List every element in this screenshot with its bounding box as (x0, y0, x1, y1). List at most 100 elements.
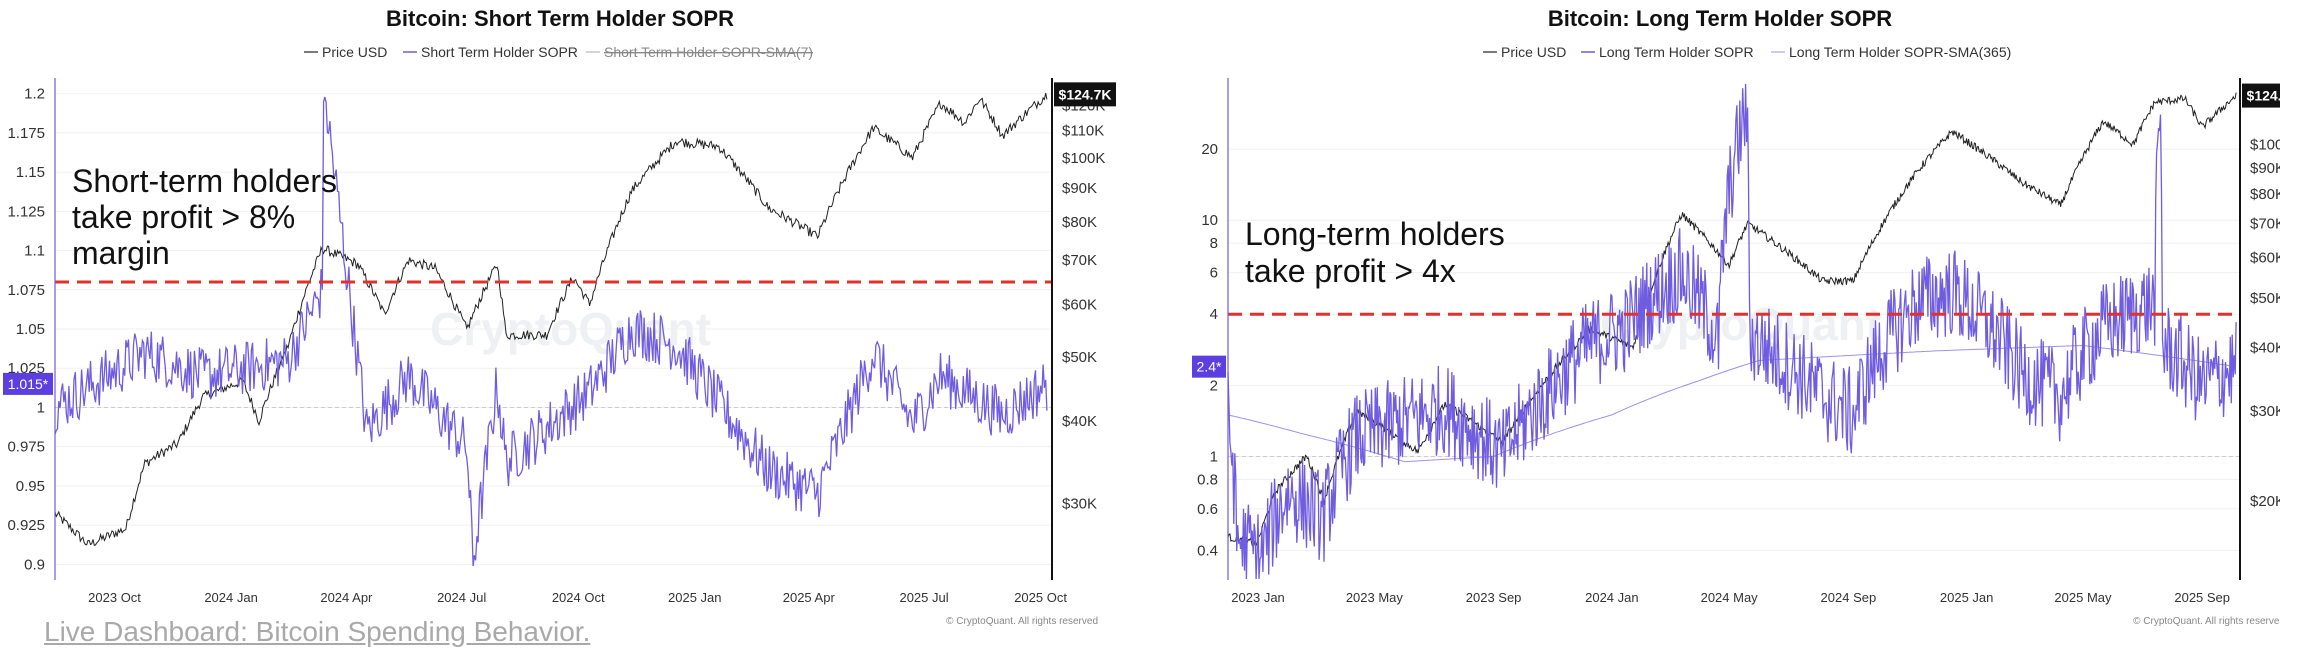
y-right-tick-label: $100K (2250, 136, 2280, 153)
copyright: © CryptoQuant. All rights reserved (2133, 616, 2280, 627)
x-tick-label: 2025 Oct (1014, 590, 1067, 605)
y-right-tick-label: $40K (2250, 339, 2280, 356)
x-tick-label: 2025 Jan (1940, 590, 1994, 605)
y-tick-label: 4 (1210, 306, 1218, 323)
price-usd-line (1227, 92, 2237, 547)
y-right-tick-label: $80K (2250, 186, 2280, 203)
y-tick-label: 1.175 (7, 125, 45, 142)
sopr-line (1227, 83, 2237, 580)
sth-sopr-chart: Price USD Short Term Holder SOPR Short T… (3, 44, 1116, 627)
right-axis: $100K $90K $80K $70K $60K $50K $40K $30K $20K (2250, 136, 2293, 510)
y-tick-label: 1 (1210, 448, 1218, 465)
series-group (54, 93, 1048, 567)
y-right-tick-label: $50K (2250, 290, 2280, 307)
lth-sopr-panel: Bitcoin: Long Term Holder SOPR Price USD… (1160, 0, 2304, 640)
x-tick-label: 2025 Jan (668, 590, 722, 605)
watermark: CryptoQuant (430, 303, 711, 355)
x-tick-label: 2023 Jan (1231, 590, 1285, 605)
sopr-value-text: 1.015* (8, 376, 49, 392)
y-right-tick-label: $90K (2250, 160, 2280, 177)
annotation: Short-term holders take profit > 8% marg… (72, 163, 337, 271)
y-tick-label: 0.95 (16, 478, 45, 495)
y-tick-label: 1.125 (7, 203, 45, 220)
grid (55, 93, 1052, 565)
live-dashboard-link[interactable]: Live Dashboard: Bitcoin Spending Behavio… (44, 616, 591, 647)
sopr-value-text: 2.4* (1197, 359, 1222, 375)
x-axis: 2023 Oct 2024 Jan 2024 Apr 2024 Jul 2024 Oct… (88, 590, 1067, 605)
x-tick-label: 2025 Sep (2174, 590, 2230, 605)
legend-price[interactable]: Price USD (322, 44, 387, 60)
chart-title: Bitcoin: Short Term Holder SOPR (386, 6, 734, 31)
y-tick-label: 20 (1201, 141, 1218, 158)
price-value-badge (1054, 82, 1116, 107)
sopr-line (54, 96, 1048, 567)
copyright: © CryptoQuant. All rights reserved (946, 616, 1098, 627)
annotation-line-2: take profit > 4x (1245, 253, 1456, 289)
x-tick-label: 2023 May (1346, 590, 1404, 605)
y-tick-label: 0.925 (7, 517, 45, 534)
annotation-line-2: take profit > 8% (72, 199, 295, 235)
price-value-text: $124.7K (1059, 86, 1112, 102)
y-tick-label: 0.9 (24, 556, 45, 573)
y-tick-label: 8 (1210, 235, 1218, 252)
right-axis: $120K$110K$100K$90K$80K$70K$60K$50K$40K$… (1062, 97, 1105, 512)
sopr-value-badge (3, 372, 53, 395)
x-tick-label: 2024 Sep (1821, 590, 1877, 605)
x-tick-label: 2025 Jul (899, 590, 948, 605)
y-tick-label: 2 (1210, 377, 1218, 394)
series-group (1227, 83, 2237, 580)
y-tick-label: 1.15 (16, 164, 45, 181)
y-tick-label: 1.2 (24, 86, 45, 103)
y-right-tick-label: $100K (1062, 150, 1105, 167)
annotation: Long-term holders take profit > 4x (1245, 216, 1505, 289)
y-right-tick-label: $40K (1062, 413, 1097, 430)
x-tick-label: 2024 Apr (320, 590, 373, 605)
y-tick-label: 1.1 (24, 243, 45, 260)
x-axis: 2023 Jan 2023 May 2023 Sep 2024 Jan 2024 May… (1231, 590, 2230, 605)
y-tick-label: 6 (1210, 265, 1218, 282)
y-right-tick-label: $90K (1062, 180, 1097, 197)
y-right-tick-label: $30K (1062, 496, 1097, 513)
legend-sopr[interactable]: Long Term Holder SOPR (1599, 44, 1754, 60)
sopr-sma-line (1227, 344, 2235, 463)
chart-legend: Price USD Short Term Holder SOPR Short T… (304, 44, 813, 60)
x-tick-label: 2024 Jul (437, 590, 486, 605)
y-right-tick-label: $20K (2250, 493, 2280, 510)
x-tick-label: 2025 Apr (783, 590, 836, 605)
y-right-tick-label: $110K (1062, 122, 1104, 139)
legend-sopr[interactable]: Short Term Holder SOPR (421, 44, 578, 60)
x-tick-label: 2024 Oct (552, 590, 605, 605)
price-value-text: $124.7K (2247, 88, 2280, 104)
y-tick-label: 1.05 (16, 321, 45, 338)
x-tick-label: 2024 Jan (204, 590, 258, 605)
y-tick-label: 0.4 (1197, 542, 1218, 559)
y-right-tick-label: $50K (1062, 349, 1097, 366)
chart-legend: Price USD Long Term Holder SOPR Long Ter… (1483, 44, 2011, 60)
y-tick-label: 0.6 (1197, 501, 1218, 518)
sopr-value-badge (1192, 355, 1226, 378)
y-tick-label: 1.075 (7, 282, 45, 299)
y-right-tick-label: $70K (2250, 215, 2280, 232)
chart-title: Bitcoin: Long Term Holder SOPR (1547, 6, 1893, 31)
sth-sopr-panel: Bitcoin: Short Term Holder SOPR Price US… (0, 0, 1120, 640)
y-tick-label: 0.975 (7, 439, 45, 456)
y-right-tick-label: $70K (1062, 252, 1097, 269)
x-tick-label: 2024 Jan (1585, 590, 1639, 605)
annotation-line-1: Short-term holders (72, 163, 337, 199)
x-tick-label: 2023 Oct (88, 590, 141, 605)
annotation-line-1: Long-term holders (1245, 216, 1505, 252)
x-tick-label: 2025 May (2054, 590, 2112, 605)
legend-price[interactable]: Price USD (1501, 44, 1566, 60)
y-tick-label: 10 (1201, 212, 1218, 229)
legend-sma[interactable]: Short Term Holder SOPR-SMA(7) (604, 44, 813, 60)
left-axis: 1.21.1751.151.1251.11.0751.051.02510.975… (7, 86, 45, 574)
y-tick-label: 0.8 (1197, 471, 1218, 488)
y-right-tick-label: $60K (1062, 297, 1097, 314)
y-right-tick-label: $30K (2250, 403, 2280, 420)
x-tick-label: 2024 May (1701, 590, 1759, 605)
legend-sma[interactable]: Long Term Holder SOPR-SMA(365) (1789, 44, 2011, 60)
y-tick-label: 1 (37, 399, 45, 416)
y-right-tick-label: $60K (2250, 250, 2280, 267)
y-right-tick-label: $80K (1062, 214, 1097, 231)
annotation-line-3: margin (72, 235, 170, 271)
